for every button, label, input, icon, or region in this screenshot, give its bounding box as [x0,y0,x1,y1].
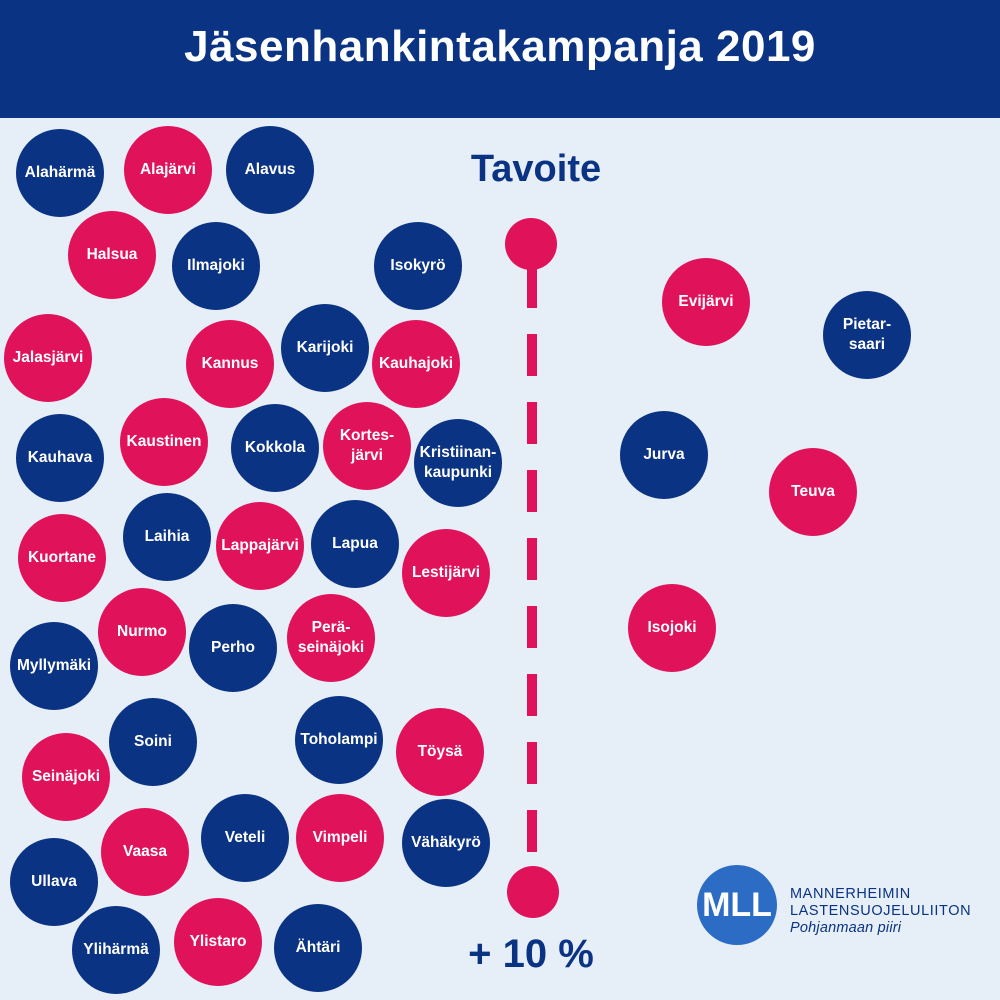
left-municipality-bubble: Ähtäri [274,904,362,992]
left-municipality-bubble: Isokyrö [374,222,462,310]
header-banner: Jäsenhankintakampanja 2019 [0,0,1000,118]
logo-line-3: Pohjanmaan piiri [790,920,902,936]
goal-dashed-line [527,266,537,866]
right-municipality-bubble: Isojoki [628,584,716,672]
left-municipality-bubble: Veteli [201,794,289,882]
left-municipality-bubble: Töysä [396,708,484,796]
left-municipality-bubble: Kauhajoki [372,320,460,408]
left-municipality-bubble: Perä- seinäjoki [287,594,375,682]
left-municipality-bubble: Alavus [226,126,314,214]
goal-value: + 10 % [468,932,594,976]
left-municipality-bubble: Myllymäki [10,622,98,710]
right-municipality-bubble: Teuva [769,448,857,536]
left-municipality-bubble: Lapua [311,500,399,588]
left-municipality-bubble: Vimpeli [296,794,384,882]
left-municipality-bubble: Lestijärvi [402,529,490,617]
left-municipality-bubble: Seinäjoki [22,733,110,821]
right-municipality-bubble: Evijärvi [662,258,750,346]
left-municipality-bubble: Kortes- järvi [323,402,411,490]
left-municipality-bubble: Nurmo [98,588,186,676]
goal-label: Tavoite [470,148,602,190]
left-municipality-bubble: Ylihärmä [72,906,160,994]
left-municipality-bubble: Kristiinan- kaupunki [414,419,502,507]
logo-line-1: MANNERHEIMIN [790,886,911,902]
left-municipality-bubble: Kaustinen [120,398,208,486]
left-municipality-bubble: Vaasa [101,808,189,896]
left-municipality-bubble: Kokkola [231,404,319,492]
left-municipality-bubble: Alahärmä [16,129,104,217]
goal-line-bottom-dot [507,866,559,918]
left-municipality-bubble: Halsua [68,211,156,299]
left-municipality-bubble: Laihia [123,493,211,581]
left-municipality-bubble: Ylistaro [174,898,262,986]
right-municipality-bubble: Jurva [620,411,708,499]
goal-line-top-dot [505,218,557,270]
left-municipality-bubble: Kuortane [18,514,106,602]
left-municipality-bubble: Toholampi [295,696,383,784]
left-municipality-bubble: Karijoki [281,304,369,392]
right-municipality-bubble: Pietar- saari [823,291,911,379]
left-municipality-bubble: Perho [189,604,277,692]
page-title: Jäsenhankintakampanja 2019 [184,22,816,71]
left-municipality-bubble: Soini [109,698,197,786]
left-municipality-bubble: Kauhava [16,414,104,502]
logo-line-2: LASTENSUOJELULIITON [790,903,972,919]
left-municipality-bubble: Vähäkyrö [402,799,490,887]
left-municipality-bubble: Alajärvi [124,126,212,214]
left-municipality-bubble: Jalasjärvi [4,314,92,402]
mll-logo-icon: MLL [697,865,777,945]
left-municipality-bubble: Kannus [186,320,274,408]
left-municipality-bubble: Ullava [10,838,98,926]
left-municipality-bubble: Ilmajoki [172,222,260,310]
left-municipality-bubble: Lappajärvi [216,502,304,590]
